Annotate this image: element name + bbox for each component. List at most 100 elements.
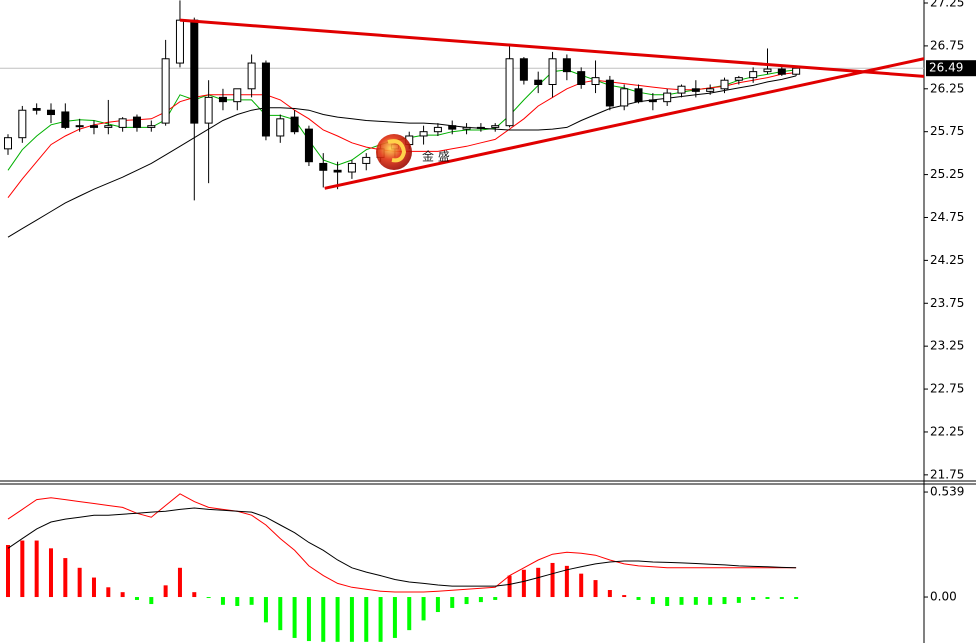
macd-bar <box>34 540 39 598</box>
price-panel: 金 盛 <box>0 0 924 238</box>
candle-body <box>548 58 557 86</box>
last-price-tag <box>926 60 976 77</box>
macd-bar <box>550 562 555 598</box>
candle-body <box>147 125 156 128</box>
macd-bar <box>478 597 483 603</box>
candle-body <box>634 88 643 103</box>
macd-bar <box>163 585 168 598</box>
candle-body <box>734 77 743 81</box>
macd-bar <box>722 597 727 605</box>
macd-bar <box>779 597 784 599</box>
macd-bar <box>378 597 383 642</box>
candle-body <box>290 116 299 133</box>
macd-bar <box>665 597 670 606</box>
candle-body <box>763 68 772 73</box>
macd-bar <box>220 597 225 605</box>
watermark-logo <box>376 134 412 170</box>
macd-bar <box>708 597 713 605</box>
y-tick-label: 26.75 <box>930 38 964 52</box>
candle-body <box>132 116 141 128</box>
candle-body <box>605 79 614 107</box>
y-tick-label: 27.25 <box>930 0 964 10</box>
macd-bar <box>306 597 311 642</box>
candle-body <box>233 88 242 103</box>
macd-bar <box>794 597 799 599</box>
candle-body <box>505 58 514 127</box>
macd-bar <box>364 597 369 642</box>
macd-bar <box>206 597 211 599</box>
macd-bar <box>63 558 68 598</box>
macd-bar <box>607 590 612 598</box>
candle-body <box>691 88 700 92</box>
candle-body <box>706 88 715 92</box>
y-tick-label: 26.25 <box>930 81 964 95</box>
candle-body <box>61 111 70 128</box>
candle-body <box>491 125 500 128</box>
macd-bar <box>249 597 254 605</box>
macd-bar <box>736 597 741 603</box>
macd-bar <box>751 597 756 600</box>
macd-bar <box>6 545 10 598</box>
macd-bar <box>622 595 627 598</box>
candle-body <box>433 126 442 133</box>
candle-body <box>462 126 471 130</box>
macd-bar <box>564 565 569 598</box>
watermark-text: 金 盛 <box>422 149 450 164</box>
candle-body <box>362 156 371 164</box>
macd-bar <box>579 573 584 598</box>
last-price-label: 26.49 <box>929 61 963 75</box>
macd-bar <box>450 597 455 608</box>
macd-bar <box>693 597 698 605</box>
trendline <box>324 57 924 190</box>
y-tick-label: 21.75 <box>930 467 964 481</box>
macd-bar <box>134 597 139 600</box>
candle-body <box>175 19 184 64</box>
macd-bar <box>335 597 340 642</box>
y-tick-label: 0.539 <box>930 485 964 499</box>
macd-bar <box>77 567 82 598</box>
y-tick-label: 24.75 <box>930 210 964 224</box>
indicator-line <box>7 507 797 587</box>
y-tick-label: 22.75 <box>930 382 964 396</box>
macd-bar <box>392 597 397 638</box>
candle-body <box>204 96 213 124</box>
macd-bar <box>91 577 96 598</box>
macd-bar <box>263 597 268 623</box>
candle-body <box>190 19 199 124</box>
macd-bar <box>149 597 154 605</box>
macd-bar <box>679 597 684 605</box>
candle-body <box>32 108 41 111</box>
macd-bar <box>349 597 354 642</box>
candle-body <box>75 125 84 128</box>
candle-body <box>519 58 528 81</box>
candle-body <box>663 92 672 103</box>
macd-bar <box>493 597 498 600</box>
y-tick-label: 22.25 <box>930 424 964 438</box>
macd-bar <box>292 597 297 638</box>
trendline <box>179 18 924 78</box>
candle-body <box>562 58 571 73</box>
macd-bar <box>536 567 541 598</box>
indicator-line <box>7 493 797 593</box>
candle-body <box>18 109 27 139</box>
candle-body <box>534 79 543 86</box>
candle-body <box>749 71 758 79</box>
candle-body <box>46 109 55 116</box>
candle-body <box>591 77 600 86</box>
watermark-logo-swirl <box>387 139 407 163</box>
macd-bar <box>521 569 526 598</box>
macd-bar <box>48 548 53 598</box>
macd-bar <box>177 567 182 598</box>
candle-body <box>620 88 629 107</box>
macd-panel <box>6 493 799 642</box>
candle-body <box>720 79 729 90</box>
macd-bar <box>650 597 655 605</box>
candle-body <box>104 125 113 128</box>
candle-body <box>4 137 12 150</box>
candle-body <box>333 169 342 173</box>
macd-bar <box>636 597 641 600</box>
axis-labels: 21.75 22.25 22.75 23.25 23.75 24.25 24.75 25.25… <box>924 0 976 604</box>
candle-body <box>319 162 328 171</box>
